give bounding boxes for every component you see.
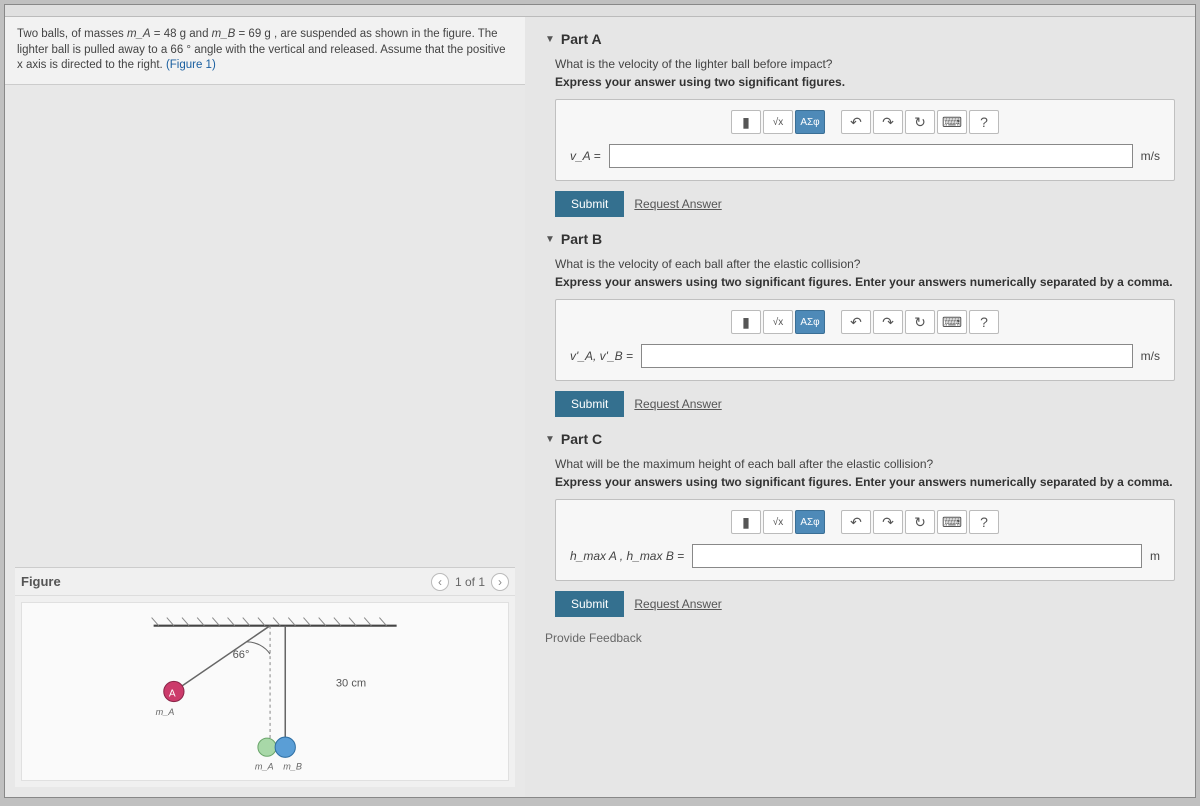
tb-greek-icon[interactable]: ΑΣφ <box>795 310 825 334</box>
text: Two balls, of masses <box>17 28 127 40</box>
figure-header: Figure ‹ 1 of 1 › <box>15 568 515 596</box>
part-c-question: What will be the maximum height of each … <box>555 457 1175 471</box>
figure-page-label: 1 of 1 <box>455 575 485 589</box>
chevron-down-icon: ▼ <box>545 234 555 245</box>
part-a-title: Part A <box>561 31 602 47</box>
tb-redo-icon[interactable]: ↷ <box>873 110 903 134</box>
content-area: Two balls, of masses m_A = 48 g and m_B … <box>5 17 1195 797</box>
figure-svg: 66° 30 cm A m_A m_A m_B <box>22 603 508 780</box>
part-c-request-answer[interactable]: Request Answer <box>634 597 721 611</box>
part-c-var: h_max A , h_max B = <box>570 549 684 563</box>
part-c: ▼ Part C What will be the maximum height… <box>545 431 1175 617</box>
figure-area: Figure ‹ 1 of 1 › <box>5 85 525 797</box>
tb-keyboard-icon[interactable]: ⌨ <box>937 510 967 534</box>
tb-undo-icon[interactable]: ↶ <box>841 310 871 334</box>
var-mA: m_A <box>127 28 151 40</box>
tb-sqrt-icon[interactable]: √x <box>763 310 793 334</box>
figure-pager: ‹ 1 of 1 › <box>431 573 509 591</box>
tb-help-icon[interactable]: ? <box>969 510 999 534</box>
part-b-toolbar: ▮ √x ΑΣφ ↶ ↷ ↻ ⌨ ? <box>570 310 1160 334</box>
text: and <box>186 28 212 40</box>
figure-link[interactable]: (Figure 1) <box>166 59 216 71</box>
figure-title: Figure <box>21 574 431 589</box>
part-b-request-answer[interactable]: Request Answer <box>634 397 721 411</box>
part-b-var: v'_A, v'_B = <box>570 349 633 363</box>
part-b-answer-box: ▮ √x ΑΣφ ↶ ↷ ↻ ⌨ ? v'_A, v'_B = <box>555 299 1175 381</box>
part-a-header[interactable]: ▼ Part A <box>545 31 1175 47</box>
tb-reset-icon[interactable]: ↻ <box>905 510 935 534</box>
part-c-answer-box: ▮ √x ΑΣφ ↶ ↷ ↻ ⌨ ? h_max A , h_max B = <box>555 499 1175 581</box>
svg-text:A: A <box>169 689 176 700</box>
tb-redo-icon[interactable]: ↷ <box>873 310 903 334</box>
tb-undo-icon[interactable]: ↶ <box>841 110 871 134</box>
part-c-unit: m <box>1150 549 1160 563</box>
part-c-header[interactable]: ▼ Part C <box>545 431 1175 447</box>
tb-help-icon[interactable]: ? <box>969 110 999 134</box>
part-b-submit-button[interactable]: Submit <box>555 391 624 417</box>
part-b-header[interactable]: ▼ Part B <box>545 231 1175 247</box>
tb-redo-icon[interactable]: ↷ <box>873 510 903 534</box>
part-c-input[interactable] <box>692 544 1142 568</box>
tb-reset-icon[interactable]: ↻ <box>905 110 935 134</box>
part-a-toolbar: ▮ √x ΑΣφ ↶ ↷ ↻ ⌨ ? <box>570 110 1160 134</box>
figure-stage: 66° 30 cm A m_A m_A m_B <box>21 602 509 781</box>
part-c-instructions: Express your answers using two significa… <box>555 475 1175 489</box>
part-a-input[interactable] <box>609 144 1133 168</box>
tb-undo-icon[interactable]: ↶ <box>841 510 871 534</box>
problem-statement: Two balls, of masses m_A = 48 g and m_B … <box>5 17 525 85</box>
window-titlebar <box>5 5 1195 17</box>
part-a-unit: m/s <box>1141 149 1160 163</box>
part-c-toolbar: ▮ √x ΑΣφ ↶ ↷ ↻ ⌨ ? <box>570 510 1160 534</box>
part-b-input[interactable] <box>641 344 1133 368</box>
chevron-down-icon: ▼ <box>545 434 555 445</box>
tb-template-icon[interactable]: ▮ <box>731 510 761 534</box>
tb-greek-icon[interactable]: ΑΣφ <box>795 110 825 134</box>
part-a-answer-box: ▮ √x ΑΣφ ↶ ↷ ↻ ⌨ ? v_A = <box>555 99 1175 181</box>
app-shell: Two balls, of masses m_A = 48 g and m_B … <box>4 4 1196 798</box>
tb-keyboard-icon[interactable]: ⌨ <box>937 310 967 334</box>
part-b-instructions: Express your answers using two significa… <box>555 275 1175 289</box>
tb-sqrt-icon[interactable]: √x <box>763 510 793 534</box>
part-c-submit-button[interactable]: Submit <box>555 591 624 617</box>
tb-keyboard-icon[interactable]: ⌨ <box>937 110 967 134</box>
part-b-question: What is the velocity of each ball after … <box>555 257 1175 271</box>
part-a-var: v_A = <box>570 149 601 163</box>
svg-text:m_A: m_A <box>255 761 274 771</box>
svg-text:m_A: m_A <box>156 707 175 717</box>
part-a-question: What is the velocity of the lighter ball… <box>555 57 1175 71</box>
chevron-down-icon: ▼ <box>545 34 555 45</box>
part-c-title: Part C <box>561 431 602 447</box>
part-a-submit-button[interactable]: Submit <box>555 191 624 217</box>
part-b: ▼ Part B What is the velocity of each ba… <box>545 231 1175 417</box>
tb-template-icon[interactable]: ▮ <box>731 310 761 334</box>
svg-text:m_B: m_B <box>283 761 302 771</box>
tb-greek-icon[interactable]: ΑΣφ <box>795 510 825 534</box>
length-label: 30 cm <box>336 677 366 689</box>
text: = 48 g <box>151 28 187 40</box>
part-b-title: Part B <box>561 231 602 247</box>
text: = 69 g <box>235 28 271 40</box>
answer-column: ▼ Part A What is the velocity of the lig… <box>525 17 1195 797</box>
angle-label: 66° <box>233 649 250 661</box>
figure-panel: Figure ‹ 1 of 1 › <box>15 567 515 787</box>
part-a: ▼ Part A What is the velocity of the lig… <box>545 31 1175 217</box>
figure-next-button[interactable]: › <box>491 573 509 591</box>
tb-reset-icon[interactable]: ↻ <box>905 310 935 334</box>
tb-template-icon[interactable]: ▮ <box>731 110 761 134</box>
tb-help-icon[interactable]: ? <box>969 310 999 334</box>
provide-feedback-link[interactable]: Provide Feedback <box>545 631 1175 645</box>
figure-prev-button[interactable]: ‹ <box>431 573 449 591</box>
tb-sqrt-icon[interactable]: √x <box>763 110 793 134</box>
var-mB: m_B <box>212 28 236 40</box>
left-column: Two balls, of masses m_A = 48 g and m_B … <box>5 17 525 797</box>
part-b-unit: m/s <box>1141 349 1160 363</box>
part-a-instructions: Express your answer using two significan… <box>555 75 1175 89</box>
part-a-request-answer[interactable]: Request Answer <box>634 197 721 211</box>
